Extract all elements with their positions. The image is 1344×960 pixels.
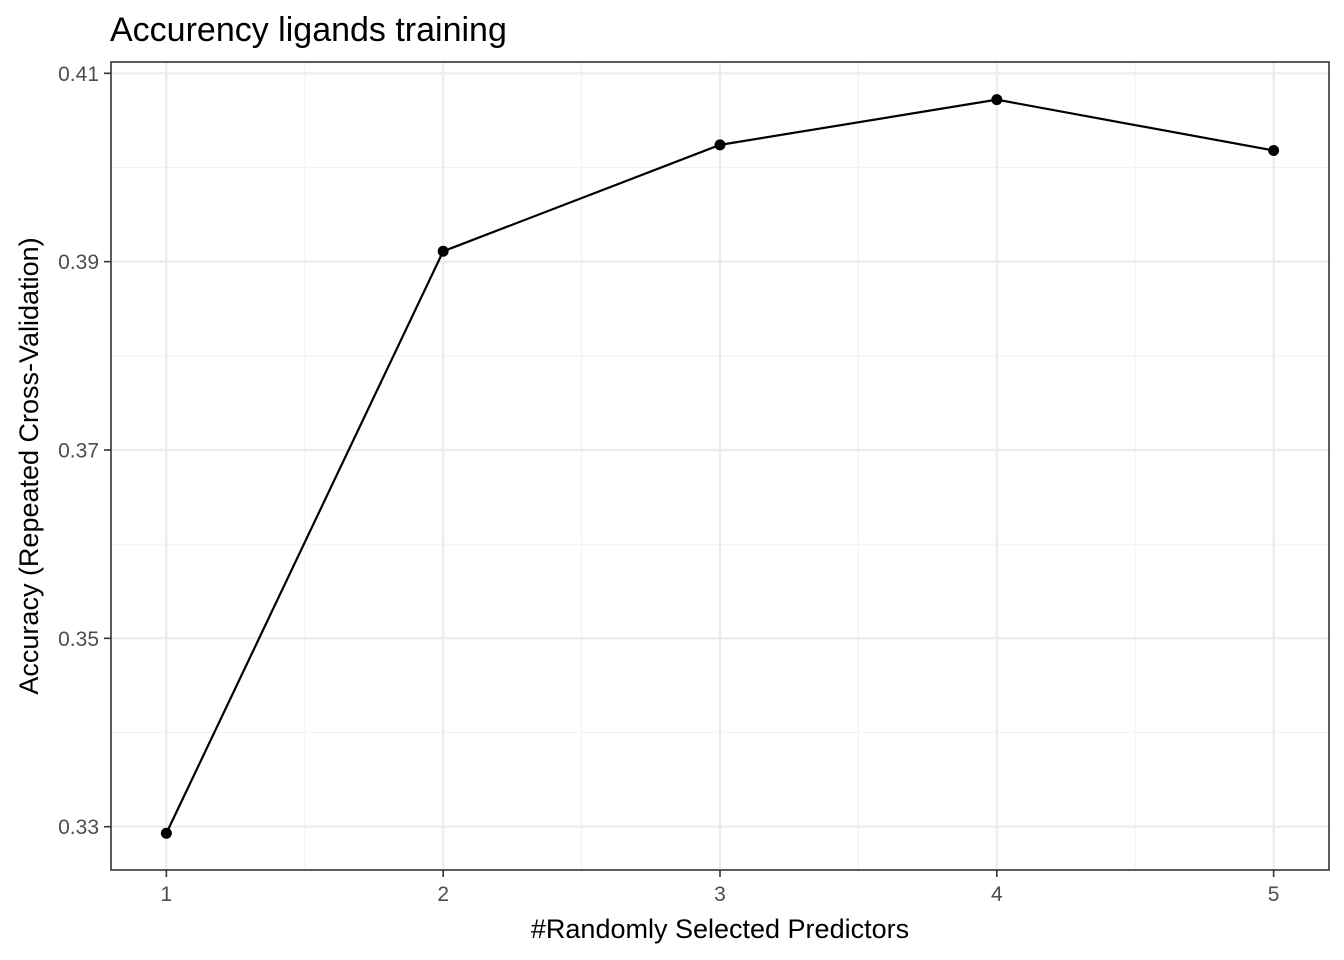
x-tick-label: 1 — [161, 883, 173, 906]
data-point — [714, 139, 726, 151]
x-tick-label: 2 — [437, 883, 449, 906]
data-point — [991, 94, 1003, 106]
y-tick-label: 0.39 — [58, 251, 99, 274]
series-layer — [160, 94, 1280, 839]
axis-layer: 0.33 0.35 0.37 0.39 0.41 1 2 3 4 5 — [58, 63, 1279, 906]
x-tick-label: 3 — [714, 883, 726, 906]
y-tick-label: 0.35 — [58, 628, 99, 651]
x-tick-label: 4 — [991, 883, 1003, 906]
x-tick-label: 5 — [1268, 883, 1280, 906]
data-point — [437, 245, 449, 257]
y-tick-label: 0.33 — [58, 816, 99, 839]
x-axis-title: #Randomly Selected Predictors — [531, 914, 909, 944]
data-point — [160, 827, 172, 839]
y-tick-label: 0.37 — [58, 439, 99, 462]
y-tick-label: 0.41 — [58, 63, 99, 86]
grid-layer — [111, 62, 1329, 870]
chart-title: Accurency ligands training — [110, 11, 507, 49]
data-point — [1268, 145, 1280, 157]
y-axis-title: Accuracy (Repeated Cross-Validation) — [14, 237, 44, 694]
